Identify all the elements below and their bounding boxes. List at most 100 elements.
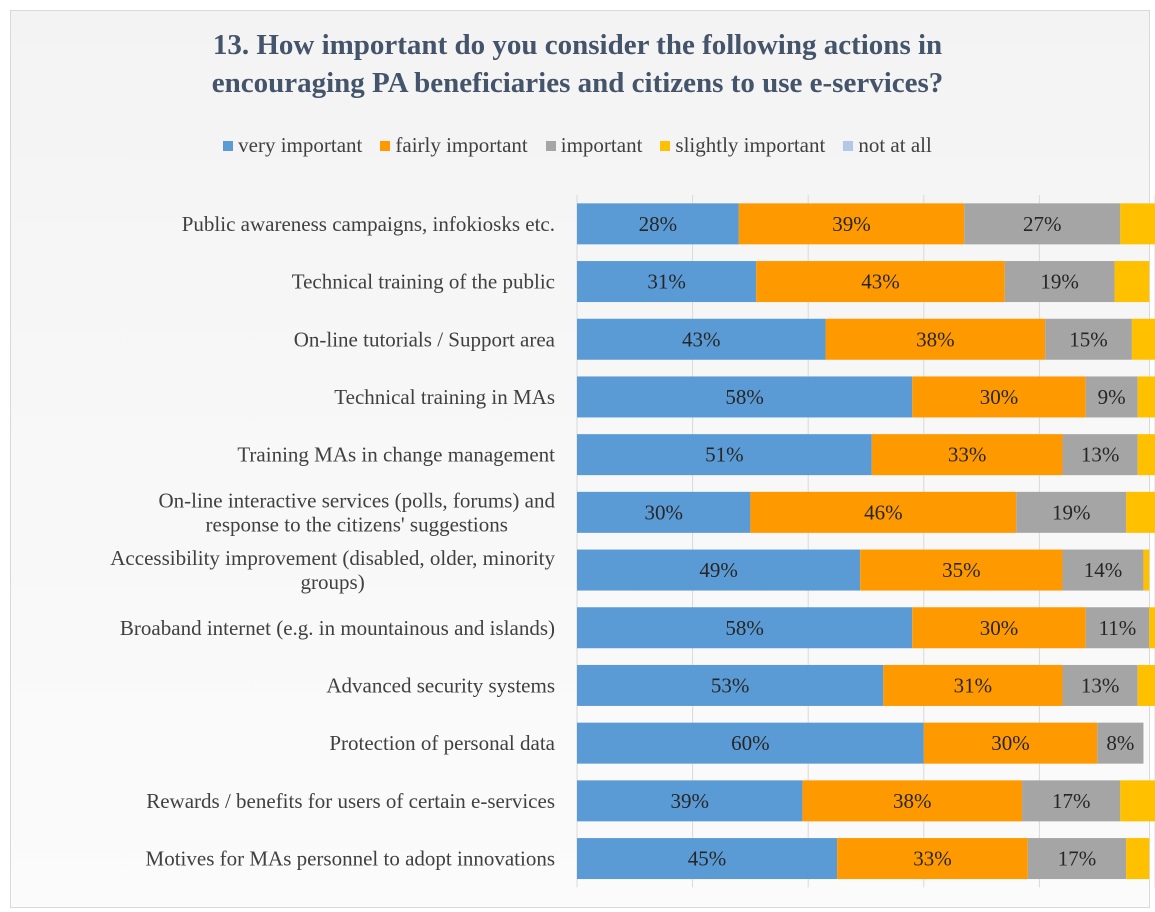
category-label: Public awareness campaigns, infokiosks e… — [182, 212, 555, 236]
data-label: 30% — [980, 385, 1019, 409]
bar-segment — [577, 376, 913, 418]
bar-segment — [837, 838, 1028, 880]
bar-segment — [577, 607, 913, 649]
data-label: 33% — [948, 443, 987, 467]
bar-segment — [964, 203, 1121, 245]
bar-segment — [738, 203, 965, 245]
bar-segment — [577, 261, 757, 303]
bar-segment — [577, 549, 861, 591]
legend-swatch-very-important — [223, 140, 234, 151]
bar-segment — [1137, 434, 1155, 476]
bar-segment — [1143, 549, 1150, 591]
category-label: Broaband internet (e.g. in mountainous a… — [120, 616, 555, 640]
legend-swatch-slightly-important — [660, 140, 671, 151]
data-label: 31% — [647, 270, 686, 294]
bar-segment — [1137, 664, 1155, 706]
data-label: 13% — [1081, 443, 1120, 467]
bar-segment — [912, 376, 1086, 418]
data-label: 31% — [954, 673, 993, 697]
data-label: 17% — [1052, 789, 1091, 813]
legend-label-slightly-important: slightly important — [675, 133, 826, 157]
data-label: 14% — [1084, 558, 1123, 582]
legend-item-slightly-important: slightly important — [660, 133, 825, 158]
bar-segment — [860, 549, 1063, 591]
bar-segment — [577, 722, 924, 764]
data-label: 30% — [991, 731, 1030, 755]
category-label: groups) — [301, 570, 365, 594]
data-label: 17% — [1058, 847, 1097, 871]
bar-segment — [1016, 491, 1127, 533]
legend-label-not-at-all: not at all — [858, 133, 932, 157]
data-label: 38% — [916, 327, 955, 351]
data-label: 19% — [1052, 500, 1091, 524]
category-label: Technical training in MAs — [334, 385, 555, 409]
bar-segment — [577, 318, 826, 360]
data-label: 13% — [1081, 673, 1120, 697]
bar-segment — [1120, 203, 1155, 245]
bar-segment — [1027, 838, 1127, 880]
data-label: 38% — [893, 789, 932, 813]
data-label: 28% — [639, 212, 678, 236]
bar-segment — [756, 261, 1005, 303]
bar-segment — [871, 434, 1063, 476]
bar-segment — [1085, 607, 1150, 649]
bar-segment — [577, 203, 739, 245]
data-label: 8% — [1106, 731, 1134, 755]
bar-segment — [577, 664, 884, 706]
data-label: 43% — [682, 327, 721, 351]
bar-segment — [577, 780, 803, 822]
bar-segment — [1114, 261, 1150, 303]
legend-label-fairly-important: fairly important — [395, 133, 528, 157]
legend-swatch-important — [545, 140, 556, 151]
data-label: 35% — [942, 558, 981, 582]
data-label: 9% — [1098, 385, 1126, 409]
data-label: 27% — [1023, 212, 1062, 236]
bar-segment — [577, 434, 872, 476]
bar-segment — [1062, 434, 1138, 476]
bar-segment — [802, 780, 1023, 822]
bar-segment — [1149, 607, 1155, 649]
bar-segment — [923, 722, 1098, 764]
data-label: 43% — [861, 270, 900, 294]
bar-segment — [1120, 780, 1155, 822]
bar-segment — [1022, 780, 1121, 822]
category-label: On-line interactive services (polls, for… — [158, 488, 555, 512]
category-label: Protection of personal data — [329, 731, 555, 755]
category-label: On-line tutorials / Support area — [294, 327, 556, 351]
bar-segment — [912, 607, 1086, 649]
legend-swatch-not-at-all — [843, 140, 854, 151]
data-label: 46% — [864, 500, 903, 524]
legend-label-important: important — [560, 133, 643, 157]
chart-title-line-2: encouraging PA beneficiaries and citizen… — [211, 67, 944, 99]
category-label: Advanced security systems — [326, 673, 555, 697]
category-label: response to the citizens' suggestions — [206, 512, 508, 536]
bar-segment — [1062, 664, 1138, 706]
bar-segment — [1045, 318, 1132, 360]
data-label: 58% — [725, 385, 764, 409]
legend-item-not-at-all: not at all — [843, 133, 932, 158]
bar-segment — [1004, 261, 1115, 303]
chart-title: 13. How important do you consider the fo… — [0, 26, 1155, 102]
legend-item-important: important — [545, 133, 643, 158]
bar-segment — [883, 664, 1063, 706]
category-label: Rewards / benefits for users of certain … — [146, 789, 555, 813]
data-label: 33% — [913, 847, 952, 871]
data-label: 15% — [1069, 327, 1108, 351]
data-label: 49% — [699, 558, 738, 582]
legend-label-very-important: very important — [238, 133, 363, 157]
category-label: Training MAs in change management — [237, 443, 555, 467]
bar-segment — [1126, 838, 1150, 880]
data-label: 39% — [832, 212, 871, 236]
chart-title-line-1: 13. How important do you consider the fo… — [212, 29, 943, 61]
data-label: 58% — [725, 616, 764, 640]
data-label: 51% — [705, 443, 744, 467]
bar-segment — [577, 491, 751, 533]
bar-segment — [825, 318, 1046, 360]
category-label: Accessibility improvement (disabled, old… — [110, 546, 555, 570]
category-label: Motives for MAs personnel to adopt innov… — [146, 847, 555, 871]
data-label: 19% — [1040, 270, 1079, 294]
bar-segment — [1131, 318, 1155, 360]
data-label: 11% — [1099, 616, 1137, 640]
data-label: 30% — [980, 616, 1019, 640]
